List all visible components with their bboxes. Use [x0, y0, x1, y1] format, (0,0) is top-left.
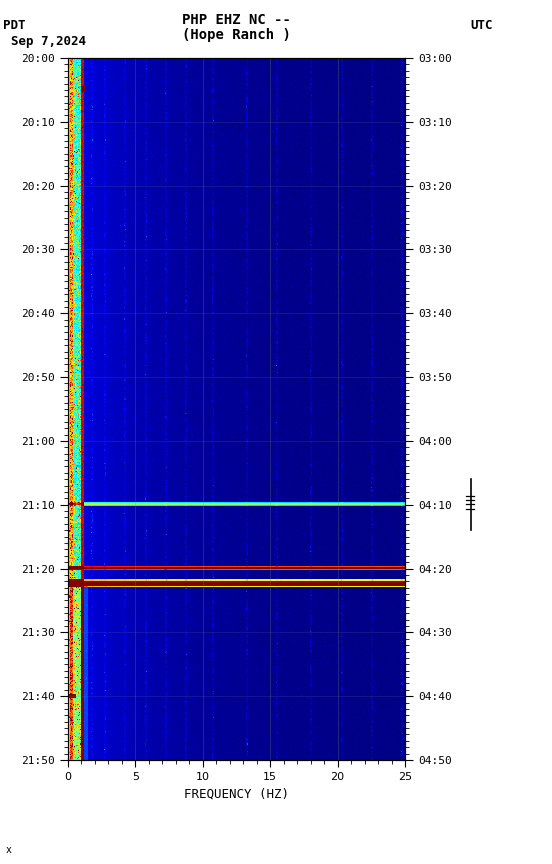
Text: x: x	[6, 845, 12, 855]
X-axis label: FREQUENCY (HZ): FREQUENCY (HZ)	[184, 787, 289, 800]
Text: PDT: PDT	[3, 19, 25, 32]
Text: Sep 7,2024: Sep 7,2024	[11, 35, 86, 48]
Text: UTC: UTC	[470, 19, 492, 32]
Text: PHP EHZ NC --: PHP EHZ NC --	[182, 13, 291, 27]
Text: (Hope Ranch ): (Hope Ranch )	[182, 28, 291, 41]
